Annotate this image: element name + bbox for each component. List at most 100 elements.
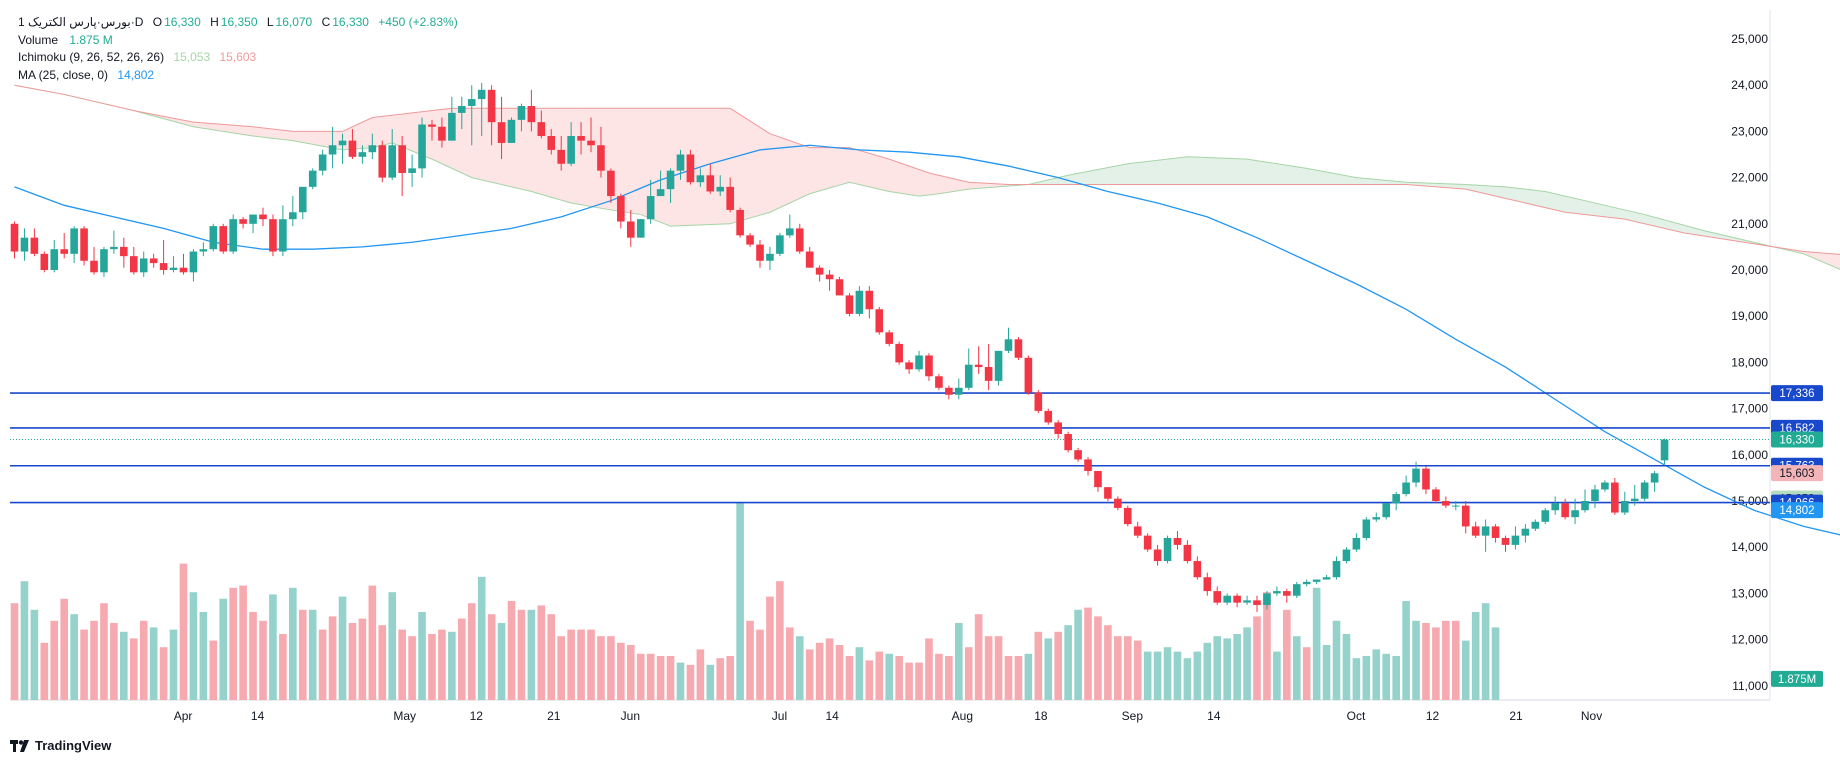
ichimoku-cloud-segment — [1296, 166, 1307, 185]
candle — [885, 330, 894, 347]
candle-body — [1640, 482, 1649, 499]
volume-bar — [467, 603, 476, 700]
candle-body — [885, 332, 894, 344]
candle — [448, 96, 456, 141]
volume-bar — [1004, 656, 1013, 700]
price-scale-label-bg — [1771, 465, 1823, 482]
volume-bar — [328, 616, 337, 700]
volume-bar — [1014, 656, 1023, 700]
volume-bar — [70, 614, 78, 700]
candle — [746, 233, 754, 247]
ichimoku-cloud-segment — [898, 162, 910, 195]
candle-body — [577, 136, 585, 141]
tradingview-logo[interactable]: TradingView — [10, 738, 111, 753]
candle-body — [438, 126, 446, 141]
candle-body — [1422, 468, 1430, 490]
candle-body — [855, 290, 864, 314]
ichimoku-label: Ichimoku (9, 26, 52, 26, 26) — [18, 50, 165, 64]
volume-bar — [1332, 620, 1341, 700]
x-tick-label: 21 — [1509, 709, 1523, 723]
candle-body — [189, 251, 198, 273]
ichimoku-cloud-segment — [1207, 157, 1218, 185]
volume-bar — [577, 629, 585, 700]
legend-volume-row[interactable]: Volume 1.875 M — [18, 32, 458, 50]
candle-body — [1392, 494, 1400, 504]
volume-bar — [448, 631, 456, 700]
open-value: 16,330 — [164, 15, 201, 29]
volume-bar — [428, 634, 436, 700]
y-tick-label: 12,000 — [1731, 633, 1768, 647]
legend-ma-row[interactable]: MA (25, close, 0) 14,802 — [18, 67, 458, 85]
x-tick-label: Sep — [1122, 709, 1144, 723]
candle-body — [139, 258, 148, 273]
candle-body — [1581, 501, 1589, 511]
candle-body — [467, 99, 476, 106]
candle — [1591, 484, 1599, 508]
candle — [1601, 480, 1609, 492]
volume-bar — [358, 618, 367, 700]
candle — [706, 163, 715, 194]
candle-body — [1094, 470, 1102, 488]
candle-body — [209, 226, 218, 250]
candle-body — [686, 154, 695, 183]
candle-body — [279, 219, 287, 252]
candle — [537, 110, 546, 139]
ichimoku-cloud-segment — [1256, 160, 1268, 185]
candle-body — [249, 214, 257, 224]
candle-body — [328, 145, 337, 155]
candle — [776, 233, 784, 257]
candle-body — [517, 105, 526, 120]
legend-ichimoku-row[interactable]: Ichimoku (9, 26, 52, 26, 26) 15,053 15,6… — [18, 49, 458, 67]
candle — [1581, 489, 1589, 513]
ichimoku-cloud-segment — [1316, 169, 1327, 185]
ichimoku-cloud-segment — [630, 108, 642, 215]
candle — [617, 193, 625, 229]
candle-body — [120, 246, 128, 257]
candle-body — [597, 145, 605, 171]
volume-bar — [676, 662, 685, 700]
ichimoku-cloud-segment — [1087, 169, 1099, 185]
candle-body — [1163, 537, 1172, 562]
candle — [945, 385, 953, 400]
candle-body — [1362, 519, 1371, 538]
x-tick-label: 14 — [825, 709, 839, 723]
candle — [408, 154, 416, 187]
volume-bar — [865, 660, 874, 700]
candle-body — [70, 228, 78, 254]
candle — [1640, 480, 1649, 501]
y-tick-label: 23,000 — [1731, 124, 1768, 138]
candle-body — [736, 209, 744, 236]
volume-bar — [308, 609, 317, 700]
candle-body — [547, 136, 556, 150]
candle-body — [835, 279, 844, 296]
candle-body — [1054, 422, 1062, 435]
candle — [1223, 593, 1231, 605]
symbol-title[interactable]: 1 بورس·پارس الکتریک·D — [18, 15, 144, 29]
volume-bar — [269, 594, 277, 700]
candle-body — [527, 105, 536, 123]
volume-bar — [855, 647, 864, 700]
volume-bar — [706, 664, 715, 700]
candle-body — [696, 175, 705, 183]
candle-body — [1193, 561, 1202, 578]
candle — [1620, 491, 1629, 515]
y-tick-label: 22,000 — [1731, 171, 1768, 185]
volume-bar — [1153, 651, 1162, 700]
candle — [1074, 447, 1082, 462]
volume-bar — [338, 596, 347, 700]
ichimoku-cloud-segment — [541, 108, 552, 198]
candle-body — [1044, 410, 1053, 423]
candle — [805, 246, 814, 268]
candle — [269, 214, 277, 257]
ichimoku-cloud-segment — [1226, 158, 1238, 185]
volume-bar — [1362, 656, 1371, 700]
candle-body — [786, 228, 794, 236]
volume-bar — [169, 629, 178, 700]
candle-body — [726, 186, 734, 210]
candle — [935, 373, 943, 391]
candle — [60, 233, 68, 259]
volume-bar — [388, 592, 397, 700]
candle — [587, 117, 595, 153]
candle — [1471, 521, 1480, 538]
